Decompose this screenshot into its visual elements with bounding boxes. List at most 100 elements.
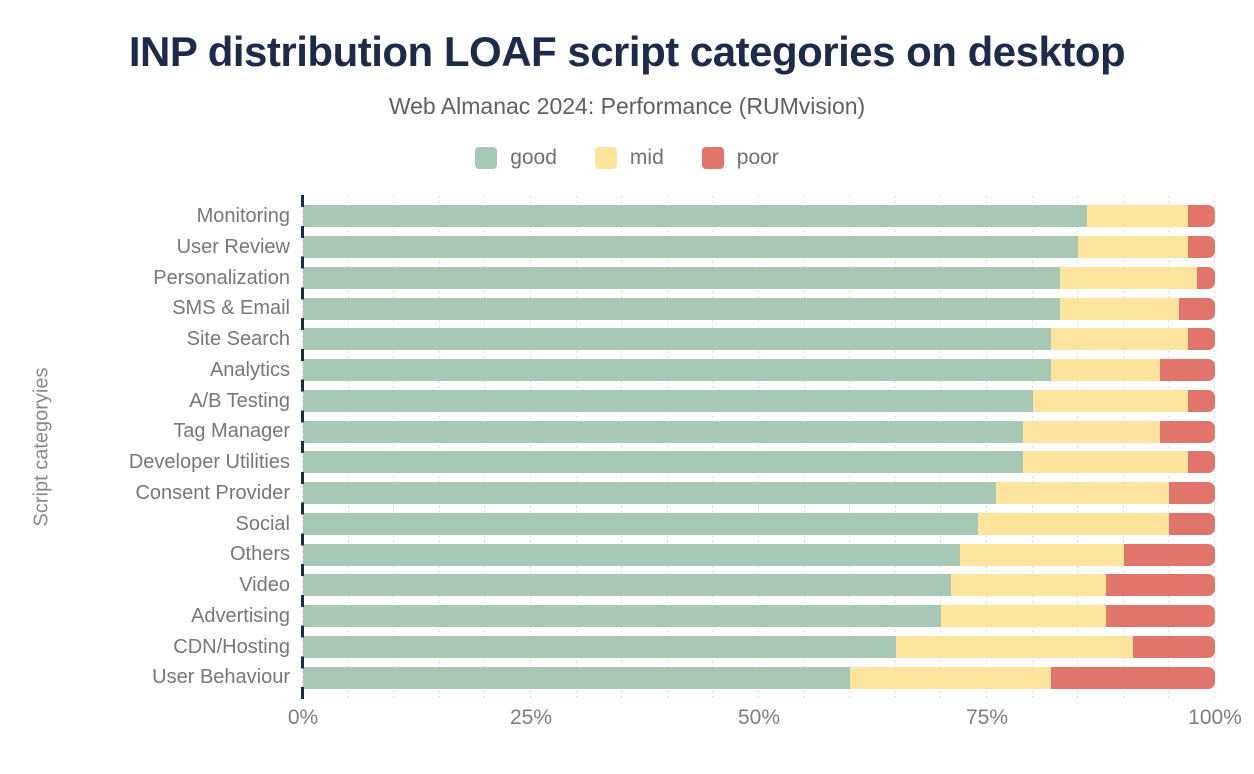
y-axis-line xyxy=(301,195,304,707)
segment-mid xyxy=(1050,328,1188,351)
segment-good xyxy=(303,451,1024,474)
segment-mid xyxy=(1078,236,1188,259)
segment-good xyxy=(303,574,951,597)
category-label: Monitoring xyxy=(196,205,290,227)
segment-mid xyxy=(1023,451,1188,474)
legend-label: mid xyxy=(629,146,664,169)
stacked-bar xyxy=(303,543,1215,566)
category-label: A/B Testing xyxy=(189,389,290,412)
legend-item-good: good xyxy=(475,146,557,170)
x-tick-label: 25% xyxy=(509,706,553,729)
segment-poor xyxy=(1178,297,1215,320)
gridline xyxy=(849,196,851,698)
category-label: Tag Manager xyxy=(173,420,290,443)
segment-mid xyxy=(1023,420,1161,443)
bar-row: Advertising xyxy=(0,601,1215,632)
gridline xyxy=(575,196,577,698)
category-label: Analytics xyxy=(209,358,290,381)
stacked-bar xyxy=(303,389,1215,412)
gridline xyxy=(1031,196,1033,698)
bar-row: A/B Testing xyxy=(0,386,1215,417)
segment-good xyxy=(303,389,1033,412)
stacked-bar xyxy=(303,266,1215,289)
bar-track xyxy=(303,263,1215,294)
segment-poor xyxy=(1196,266,1215,289)
legend: good mid poor xyxy=(0,146,1254,170)
gridline xyxy=(986,196,987,698)
bar-row: Others xyxy=(0,539,1215,570)
bar-row: Consent Provider xyxy=(0,478,1215,509)
category-label: User Review xyxy=(176,235,290,258)
segment-mid xyxy=(1032,389,1188,412)
bar-track xyxy=(303,478,1215,509)
segment-good xyxy=(303,420,1024,443)
segment-mid xyxy=(941,605,1106,628)
gridline xyxy=(1077,196,1079,698)
segment-poor xyxy=(1187,451,1215,474)
plot-area: Monitoring User Review Personalization SMS … xyxy=(0,196,1215,698)
stacked-bar xyxy=(303,574,1215,597)
x-tick-label: 75% xyxy=(965,706,1009,729)
segment-good xyxy=(303,543,960,566)
bar-row: SMS & Email xyxy=(0,293,1215,324)
gridline xyxy=(530,196,531,698)
stacked-bar xyxy=(303,205,1215,228)
segment-mid xyxy=(977,512,1170,535)
legend-label: poor xyxy=(736,146,779,169)
bar-track xyxy=(303,447,1215,478)
category-label: Developer Utilities xyxy=(128,451,290,473)
segment-poor xyxy=(1187,389,1215,412)
bar-row: Site Search xyxy=(0,324,1215,355)
bar-row: Monitoring xyxy=(0,201,1215,232)
gridline xyxy=(484,196,486,698)
legend-swatch-poor xyxy=(701,147,724,169)
gridline xyxy=(393,196,395,698)
bar-track xyxy=(303,324,1215,355)
stacked-bar xyxy=(303,482,1215,505)
legend-item-poor: poor xyxy=(701,146,779,170)
gridline xyxy=(347,196,349,698)
segment-mid xyxy=(1087,205,1188,228)
segment-mid xyxy=(959,543,1124,566)
bar-row: Social xyxy=(0,509,1215,540)
segment-good xyxy=(303,359,1051,382)
gridline xyxy=(1214,196,1215,698)
gridline xyxy=(758,196,759,698)
bar-track xyxy=(303,355,1215,386)
segment-mid xyxy=(996,482,1170,505)
bar-row: Developer Utilities xyxy=(0,447,1215,478)
bar-track xyxy=(303,386,1215,417)
stacked-bar xyxy=(303,512,1215,535)
bar-track xyxy=(303,293,1215,324)
segment-mid xyxy=(1050,359,1161,382)
bar-row: Analytics xyxy=(0,355,1215,386)
segment-poor xyxy=(1187,205,1215,228)
bar-track xyxy=(303,201,1215,232)
stacked-bar xyxy=(303,635,1215,658)
bar-track xyxy=(303,570,1215,601)
gridline xyxy=(894,196,896,698)
category-label: Consent Provider xyxy=(135,481,290,504)
bar-rows: Monitoring User Review Personalization SMS … xyxy=(0,201,1215,693)
segment-poor xyxy=(1132,635,1215,658)
segment-mid xyxy=(850,666,1051,689)
stacked-bar xyxy=(303,297,1215,320)
bar-row: Personalization xyxy=(0,263,1215,294)
category-label: User Behaviour xyxy=(152,666,290,689)
stacked-bar xyxy=(303,236,1215,259)
segment-poor xyxy=(1169,512,1215,535)
stacked-bar xyxy=(303,605,1215,628)
segment-good xyxy=(303,297,1060,320)
category-label: Video xyxy=(239,574,290,596)
segment-mid xyxy=(1059,297,1179,320)
x-tick-label: 100% xyxy=(1188,706,1242,729)
category-label: Personalization xyxy=(153,266,290,289)
gridline xyxy=(666,196,668,698)
gridline xyxy=(712,196,714,698)
segment-poor xyxy=(1050,666,1215,689)
segment-poor xyxy=(1187,328,1215,351)
bar-track xyxy=(303,662,1215,693)
bar-row: User Behaviour xyxy=(0,662,1215,693)
legend-item-mid: mid xyxy=(594,146,664,170)
segment-poor xyxy=(1160,359,1215,382)
